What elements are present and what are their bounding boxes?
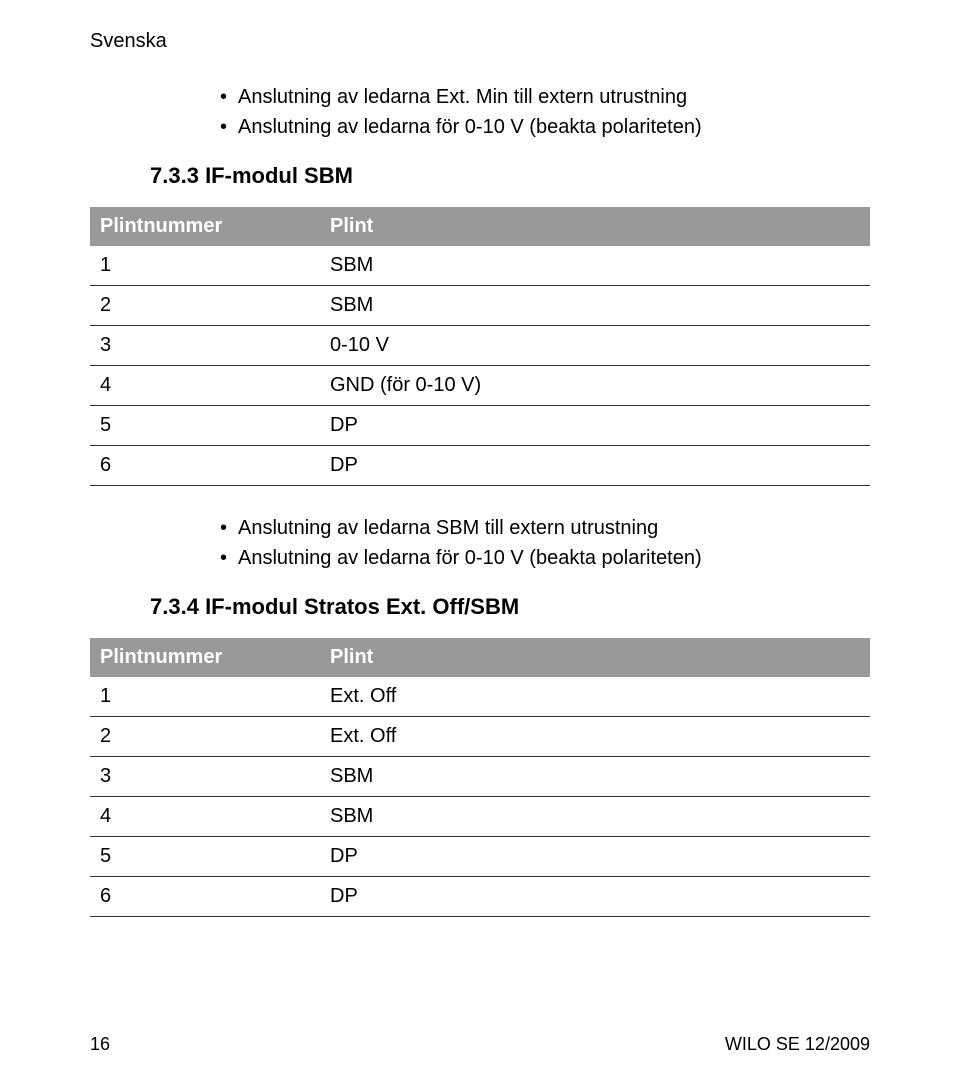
language-label: Svenska: [90, 30, 870, 53]
table-cell: SBM: [320, 797, 870, 836]
section-title: IF-modul Stratos Ext. Off/SBM: [205, 594, 519, 619]
table-cell: 6: [90, 877, 320, 916]
page-number: 16: [90, 1034, 110, 1055]
table-cell: 1: [90, 677, 320, 716]
table-header-cell: Plint: [320, 207, 870, 246]
section-title: IF-modul SBM: [205, 163, 353, 188]
bullet-icon: •: [220, 514, 238, 542]
table-cell: 6: [90, 446, 320, 485]
table-row: 4 GND (för 0-10 V): [90, 366, 870, 406]
table-cell: 0-10 V: [320, 326, 870, 365]
section-heading-734: 7.3.4 IF-modul Stratos Ext. Off/SBM: [150, 594, 870, 620]
table-row: 1 SBM: [90, 246, 870, 286]
table-header-cell: Plintnummer: [90, 207, 320, 246]
bullet-list-1: • Anslutning av ledarna Ext. Min till ex…: [220, 83, 870, 141]
bullet-text: Anslutning av ledarna SBM till extern ut…: [238, 514, 658, 542]
table-header: Plintnummer Plint: [90, 207, 870, 246]
table-cell: 2: [90, 717, 320, 756]
table-row: 4 SBM: [90, 797, 870, 837]
table-cell: SBM: [320, 757, 870, 796]
table-row: 3 SBM: [90, 757, 870, 797]
table-cell: SBM: [320, 286, 870, 325]
table-cell: 5: [90, 406, 320, 445]
bullet-text: Anslutning av ledarna för 0-10 V (beakta…: [238, 113, 702, 141]
section-number: 7.3.4: [150, 594, 199, 619]
bullet-icon: •: [220, 544, 238, 572]
table-row: 5 DP: [90, 406, 870, 446]
bullet-list-2: • Anslutning av ledarna SBM till extern …: [220, 514, 870, 572]
table-cell: DP: [320, 837, 870, 876]
table-header: Plintnummer Plint: [90, 638, 870, 677]
table-cell: DP: [320, 406, 870, 445]
table-row: 2 Ext. Off: [90, 717, 870, 757]
table-row: 1 Ext. Off: [90, 677, 870, 717]
table-cell: Ext. Off: [320, 677, 870, 716]
table-cell: GND (för 0-10 V): [320, 366, 870, 405]
table-cell: 4: [90, 797, 320, 836]
page-footer: 16 WILO SE 12/2009: [90, 1034, 870, 1055]
table-cell: 2: [90, 286, 320, 325]
bullet-text: Anslutning av ledarna för 0-10 V (beakta…: [238, 544, 702, 572]
list-item: • Anslutning av ledarna för 0-10 V (beak…: [220, 544, 870, 572]
bullet-icon: •: [220, 113, 238, 141]
bullet-icon: •: [220, 83, 238, 111]
table-cell: 5: [90, 837, 320, 876]
table-cell: 1: [90, 246, 320, 285]
table-row: 3 0-10 V: [90, 326, 870, 366]
table-header-cell: Plint: [320, 638, 870, 677]
table-header-cell: Plintnummer: [90, 638, 320, 677]
table-cell: 3: [90, 326, 320, 365]
list-item: • Anslutning av ledarna Ext. Min till ex…: [220, 83, 870, 111]
table-cell: 3: [90, 757, 320, 796]
section-number: 7.3.3: [150, 163, 199, 188]
table-row: 6 DP: [90, 877, 870, 917]
bullet-text: Anslutning av ledarna Ext. Min till exte…: [238, 83, 687, 111]
doc-reference: WILO SE 12/2009: [725, 1034, 870, 1055]
table-cell: 4: [90, 366, 320, 405]
table-cell: DP: [320, 877, 870, 916]
table-row: 5 DP: [90, 837, 870, 877]
table-cell: Ext. Off: [320, 717, 870, 756]
table-734: Plintnummer Plint 1 Ext. Off 2 Ext. Off …: [90, 638, 870, 917]
section-heading-733: 7.3.3 IF-modul SBM: [150, 163, 870, 189]
table-733: Plintnummer Plint 1 SBM 2 SBM 3 0-10 V 4…: [90, 207, 870, 486]
table-cell: SBM: [320, 246, 870, 285]
table-row: 2 SBM: [90, 286, 870, 326]
list-item: • Anslutning av ledarna SBM till extern …: [220, 514, 870, 542]
table-row: 6 DP: [90, 446, 870, 486]
table-cell: DP: [320, 446, 870, 485]
list-item: • Anslutning av ledarna för 0-10 V (beak…: [220, 113, 870, 141]
